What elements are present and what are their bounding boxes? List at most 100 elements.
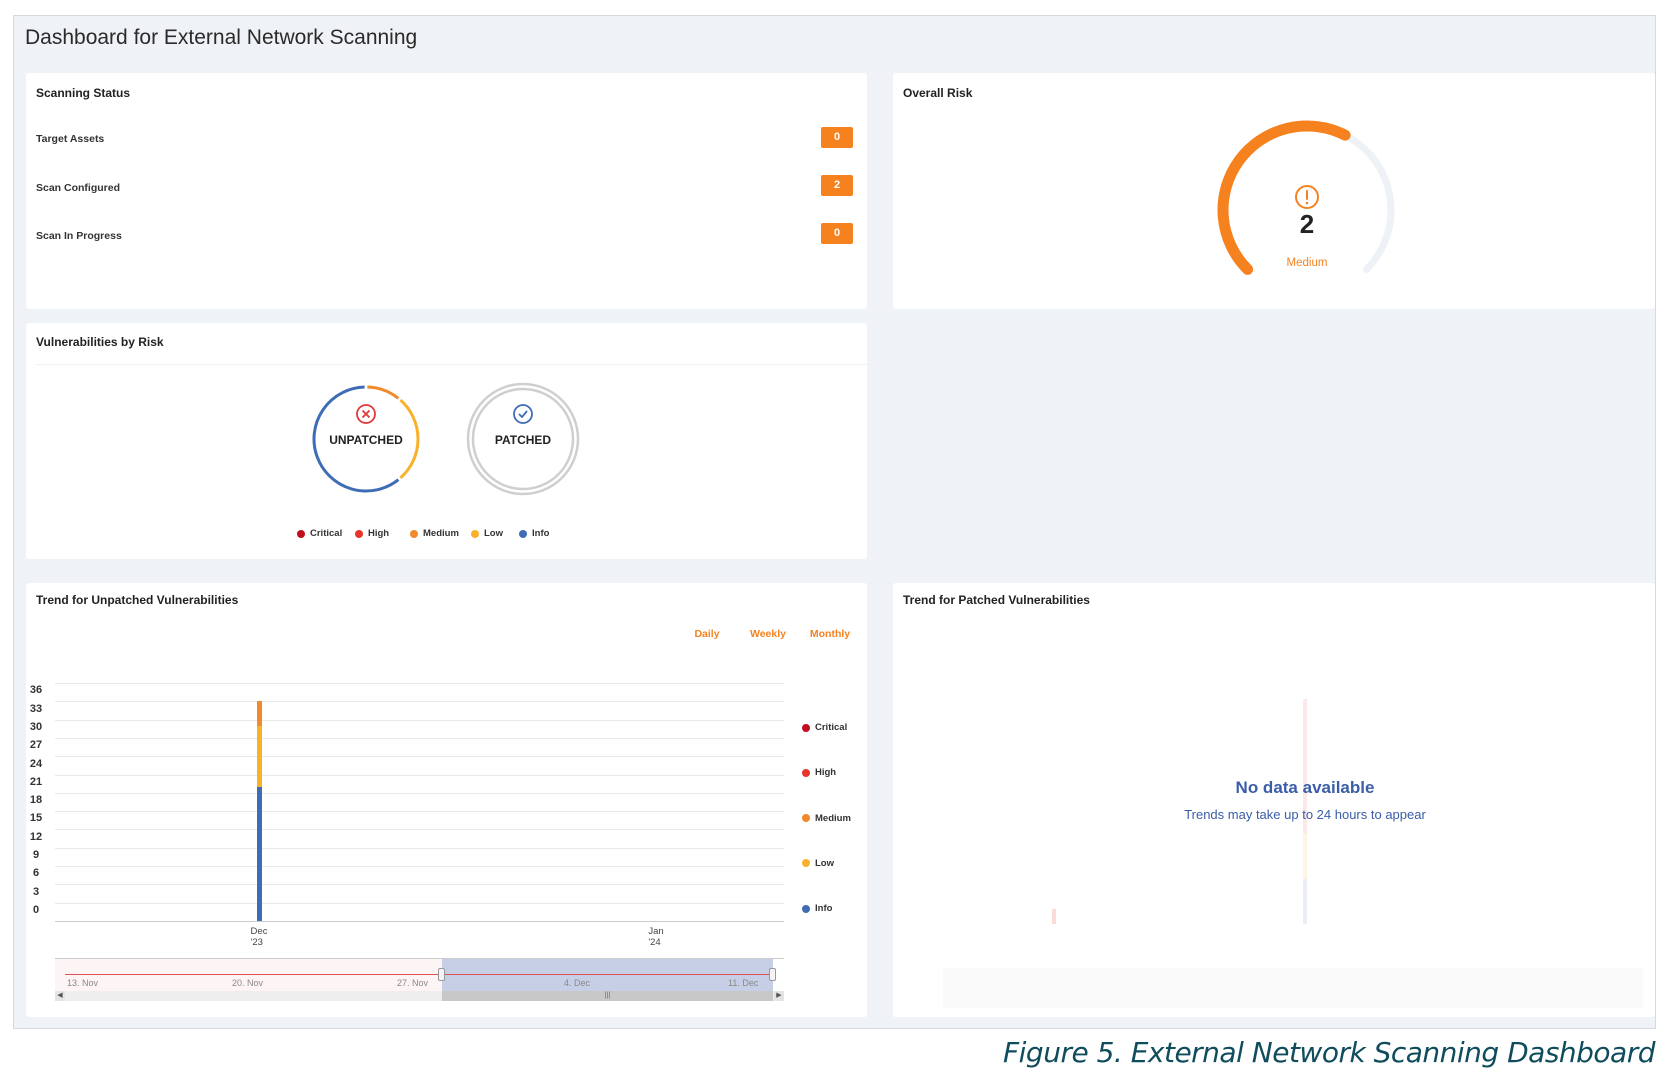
scanning-status-card: Scanning Status Target Assets 0 Scan Con… <box>26 73 867 309</box>
vulnerabilities-by-risk-card: Vulnerabilities by Risk UNPATCHED PATCHE… <box>26 323 867 559</box>
faded-navigator <box>943 968 1643 1008</box>
gridline <box>55 774 784 776</box>
legend-item-medium[interactable]: Medium <box>410 528 459 539</box>
legend-dot <box>410 529 418 538</box>
gridline <box>55 683 784 684</box>
legend-dot <box>802 814 810 823</box>
figure-caption: Figure 5. External Network Scanning Dash… <box>1003 1036 1655 1069</box>
unpatched-donut[interactable]: UNPATCHED <box>306 379 426 499</box>
unpatched-label: UNPATCHED <box>329 433 403 447</box>
legend-dot <box>802 723 810 732</box>
bar-segment-low[interactable] <box>256 725 262 787</box>
y-tick-label: 27 <box>29 739 43 752</box>
no-data-title: No data available <box>1235 778 1375 797</box>
risk-value: 2 <box>1299 209 1315 239</box>
legend-label: Info <box>815 903 833 915</box>
gridline <box>55 921 784 922</box>
patched-label: PATCHED <box>495 433 552 447</box>
scrollbar-thumb[interactable]: ||| <box>442 991 773 1001</box>
gridline <box>55 847 784 849</box>
legend-label: Critical <box>815 722 848 733</box>
navigator-label: 13. Nov <box>67 978 99 988</box>
scan-in-progress-badge[interactable]: 0 <box>821 223 853 244</box>
scan-configured-badge[interactable]: 2 <box>821 175 853 196</box>
legend-dot <box>802 859 810 868</box>
gridline <box>55 902 784 904</box>
y-tick-label: 15 <box>29 812 43 825</box>
chart-legend-low[interactable]: Low <box>802 858 834 869</box>
navigator-scrollbar[interactable]: ◀ ||| ▶ <box>55 991 784 1001</box>
legend-dot <box>519 529 527 538</box>
donut-segment-info[interactable] <box>312 385 400 493</box>
y-tick-label: 3 <box>32 885 40 898</box>
target-assets-badge[interactable]: 0 <box>821 127 853 148</box>
donut-segment-medium[interactable] <box>367 385 400 400</box>
navigator-series-line <box>65 974 773 975</box>
faded-chart-bar <box>1052 909 1056 924</box>
bar-segment-info[interactable] <box>256 786 262 921</box>
bar-segment-medium[interactable] <box>256 701 262 726</box>
legend-dot <box>802 768 810 777</box>
y-tick-label: 18 <box>29 794 43 807</box>
divider <box>36 364 867 365</box>
x-tick-label: Dec '23 <box>250 926 268 948</box>
patched-donut[interactable]: PATCHED <box>463 379 583 499</box>
y-tick-label: 36 <box>29 684 43 697</box>
range-navigator[interactable]: 13. Nov 20. Nov 27. Nov 4. Dec 11. Dec ◀… <box>55 958 784 1001</box>
trend-unpatched-card: Trend for Unpatched Vulnerabilities Dail… <box>26 583 867 1017</box>
gridline <box>55 884 784 886</box>
chart-legend-medium[interactable]: Medium <box>802 813 851 824</box>
period-monthly[interactable]: Monthly <box>809 628 851 640</box>
period-weekly[interactable]: Weekly <box>750 628 786 640</box>
navigator-unselected <box>55 959 442 991</box>
x-tick-label: Jan '24 <box>648 926 664 948</box>
overall-risk-card: Overall Risk 2 Medium <box>893 73 1655 309</box>
unpatched-trend-chart: 0 3 6 9 12 15 18 21 24 27 30 33 36 Dec '23 Jan '24 Crit… <box>0 0 851 948</box>
gridline <box>55 701 784 703</box>
risk-level: Medium <box>1286 257 1328 269</box>
scroll-left-arrow[interactable]: ◀ <box>55 991 65 1001</box>
legend-item-high[interactable]: High <box>355 528 389 539</box>
y-tick-label: 21 <box>29 775 43 788</box>
y-tick-label: 24 <box>29 757 43 770</box>
gridline <box>55 792 784 794</box>
card-title: Overall Risk <box>903 86 973 100</box>
target-assets-label: Target Assets <box>36 133 105 145</box>
legend-item-low[interactable]: Low <box>471 528 503 539</box>
y-tick-label: 9 <box>32 849 40 862</box>
y-tick-label: 6 <box>32 867 40 880</box>
card-title: Trend for Patched Vulnerabilities <box>903 593 1090 607</box>
legend-label: Info <box>532 528 550 539</box>
chart-legend-critical[interactable]: Critical <box>802 722 847 733</box>
legend-label: Medium <box>423 528 459 539</box>
legend-item-info[interactable]: Info <box>519 528 549 539</box>
donut-segment-low[interactable] <box>399 398 420 480</box>
legend-item-critical[interactable]: Critical <box>297 528 342 539</box>
navigator-selected-range[interactable] <box>442 959 773 991</box>
card-title: Vulnerabilities by Risk <box>36 335 164 349</box>
no-data-message: Trends may take up to 24 hours to appear <box>1184 807 1426 822</box>
navigator-label: 11. Dec <box>728 978 759 988</box>
card-title: Trend for Unpatched Vulnerabilities <box>36 593 239 607</box>
legend-label: Medium <box>815 812 851 824</box>
risk-gauge <box>1217 120 1395 275</box>
navigator-label: 27. Nov <box>397 978 429 988</box>
scan-in-progress-label: Scan In Progress <box>36 230 122 242</box>
navigator-right-handle[interactable] <box>769 968 776 981</box>
scroll-right-arrow[interactable]: ▶ <box>774 991 784 1001</box>
card-title: Scanning Status <box>36 86 131 100</box>
chart-legend-high[interactable]: High <box>802 767 836 778</box>
period-daily[interactable]: Daily <box>694 628 720 640</box>
legend-dot <box>802 904 810 913</box>
chart-legend-info[interactable]: Info <box>802 903 832 914</box>
scan-configured-label: Scan Configured <box>36 182 121 194</box>
y-tick-label: 33 <box>29 702 43 715</box>
legend-dot <box>355 529 363 538</box>
gridline <box>55 737 784 739</box>
legend-label: High <box>815 767 837 779</box>
gridline <box>55 866 784 868</box>
navigator-left-handle[interactable] <box>438 968 445 981</box>
alert-circle-icon <box>1295 185 1319 209</box>
page-title: Dashboard for External Network Scanning <box>25 26 418 49</box>
legend-dot <box>471 529 479 538</box>
